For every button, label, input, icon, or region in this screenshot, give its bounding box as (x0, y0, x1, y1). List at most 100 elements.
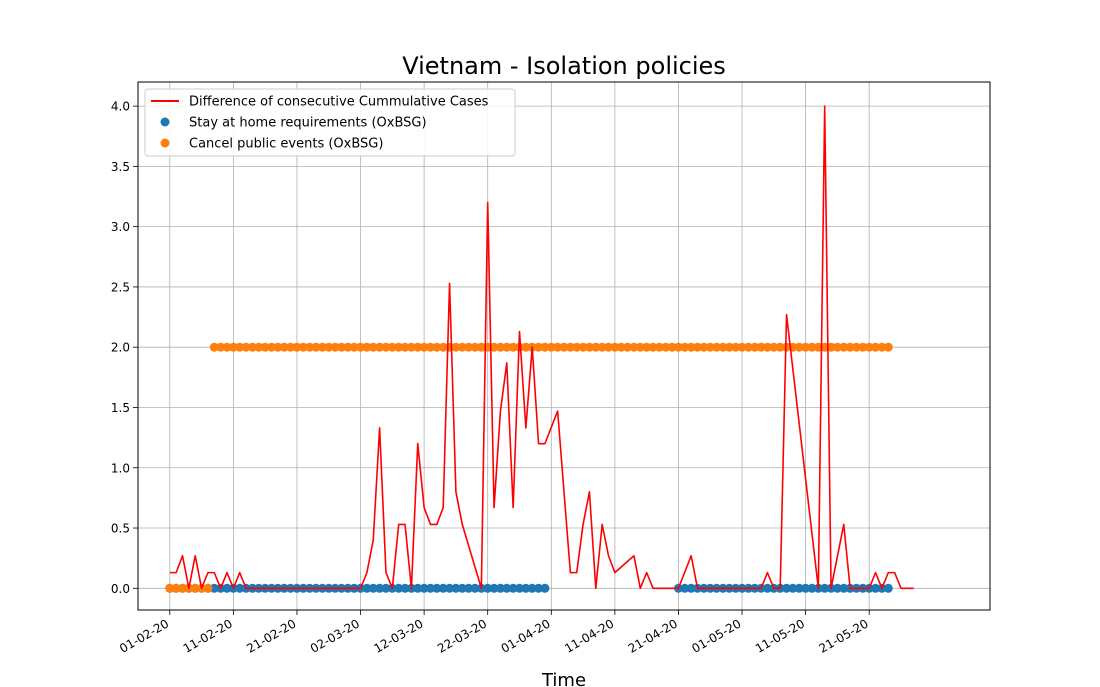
scatter-point (661, 342, 671, 352)
scatter-point (286, 342, 296, 352)
scatter-point (400, 583, 410, 593)
scatter-point (527, 583, 537, 593)
scatter-point (629, 342, 639, 352)
scatter-point (521, 342, 531, 352)
y-tick-label: 1.5 (111, 401, 130, 415)
scatter-point (190, 583, 200, 593)
scatter-point (254, 342, 264, 352)
scatter-point (832, 583, 842, 593)
scatter-point (788, 583, 798, 593)
scatter-point (820, 583, 830, 593)
scatter-point (502, 583, 512, 593)
scatter-point (572, 342, 582, 352)
scatter-point (559, 342, 569, 352)
chart-title: Vietnam - Isolation policies (402, 52, 726, 80)
scatter-point (298, 342, 308, 352)
scatter-point (419, 342, 429, 352)
scatter-point (794, 342, 804, 352)
scatter-point (534, 342, 544, 352)
scatter-point (235, 342, 245, 352)
scatter-point (508, 583, 518, 593)
scatter-point (260, 342, 270, 352)
legend-swatch-marker (160, 117, 170, 127)
line-layer (169, 105, 914, 590)
scatter-point (406, 342, 416, 352)
scatter-point (343, 342, 353, 352)
scatter-point (705, 342, 715, 352)
scatter-point (883, 342, 893, 352)
scatter-point (686, 342, 696, 352)
scatter-point (826, 342, 836, 352)
scatter-point (693, 342, 703, 352)
scatter-point (324, 342, 334, 352)
scatter-point (470, 583, 480, 593)
scatter-point (305, 342, 315, 352)
scatter-point (883, 583, 893, 593)
scatter-point (375, 342, 385, 352)
scatter-point (336, 342, 346, 352)
legend-label: Stay at home requirements (OxBSG) (189, 116, 427, 131)
scatter-point (731, 342, 741, 352)
scatter-point (616, 342, 626, 352)
plot-frame (137, 81, 991, 611)
y-tick-label: 2.5 (111, 280, 130, 294)
scatter-point (807, 342, 817, 352)
scatter-point (438, 583, 448, 593)
scatter-point (762, 342, 772, 352)
scatter-point (489, 583, 499, 593)
scatter-point (578, 342, 588, 352)
scatter-point (801, 342, 811, 352)
scatter-point (667, 342, 677, 352)
scatter-point (317, 342, 327, 352)
scatter-point (209, 342, 219, 352)
scatter-point (851, 342, 861, 352)
scatter-point (623, 342, 633, 352)
scatter-point (514, 583, 524, 593)
scatter-point (820, 342, 830, 352)
scatter-point (648, 342, 658, 352)
scatter-point (495, 342, 505, 352)
scatter-point (680, 583, 690, 593)
scatter-point (362, 342, 372, 352)
series-line (169, 105, 914, 590)
scatter-point (813, 342, 823, 352)
scatter-point (591, 342, 601, 352)
scatter-point (241, 342, 251, 352)
scatter-point (394, 342, 404, 352)
scatter-point (775, 342, 785, 352)
scatter-point (387, 342, 397, 352)
scatter-point (356, 342, 366, 352)
scatter-point (349, 342, 359, 352)
scatter-point (413, 583, 423, 593)
scatter-point (413, 342, 423, 352)
scatter-point (476, 342, 486, 352)
scatter-point (553, 342, 563, 352)
scatter-point (635, 342, 645, 352)
scatter-point (584, 342, 594, 352)
scatter-point (858, 342, 868, 352)
y-tick-label: 3.0 (111, 220, 130, 234)
scatter-point (534, 583, 544, 593)
scatter-point (425, 342, 435, 352)
scatter-point (273, 342, 283, 352)
scatter-point (216, 342, 226, 352)
scatter-point (540, 583, 550, 593)
scatter-point (769, 342, 779, 352)
scatter-point (279, 342, 289, 352)
scatter-point (425, 583, 435, 593)
scatter-point (400, 342, 410, 352)
scatter-point (540, 342, 550, 352)
scatter-point (171, 583, 181, 593)
scatter-point (178, 583, 188, 593)
legend-swatch-marker (160, 138, 170, 148)
scatter-point (508, 342, 518, 352)
scatter-point (762, 583, 772, 593)
scatter-point (871, 583, 881, 593)
y-tick-label: 1.0 (111, 461, 130, 475)
scatter-point (375, 583, 385, 593)
scatter-point (292, 342, 302, 352)
y-tick-label: 4.0 (111, 100, 130, 114)
scatter-point (203, 583, 213, 593)
scatter-point (457, 342, 467, 352)
scatter-point (877, 342, 887, 352)
